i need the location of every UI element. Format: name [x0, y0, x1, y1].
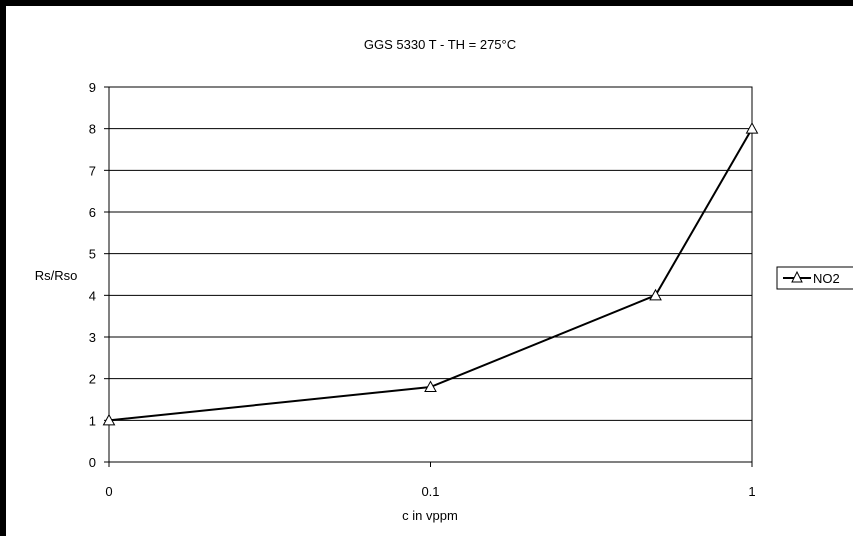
x-axis-label: c in vppm	[402, 508, 458, 523]
y-tick-label-3: 3	[89, 330, 96, 345]
y-tick-label-6: 6	[89, 205, 96, 220]
gridlines	[109, 129, 752, 421]
x-tick-label-1: 0.1	[421, 484, 439, 499]
series-line-no2	[109, 129, 752, 421]
y-axis: 0 1 2 3 4 5 6 7 8 9	[89, 80, 109, 470]
y-tick-label-8: 8	[89, 122, 96, 137]
y-axis-label: Rs/Rso	[35, 268, 78, 283]
x-tick-label-2: 1	[748, 484, 755, 499]
x-axis: 0 0.1 1	[105, 462, 755, 499]
y-tick-label-4: 4	[89, 288, 96, 303]
y-tick-label-9: 9	[89, 80, 96, 95]
y-tick-label-1: 1	[89, 413, 96, 428]
chart-title: GGS 5330 T - TH = 275°C	[364, 37, 516, 52]
y-tick-label-2: 2	[89, 372, 96, 387]
legend: NO2	[777, 267, 853, 289]
x-tick-label-0: 0	[105, 484, 112, 499]
legend-label-no2: NO2	[813, 271, 840, 286]
plot-area	[109, 87, 752, 462]
y-tick-label-7: 7	[89, 163, 96, 178]
y-tick-label-5: 5	[89, 247, 96, 262]
series-layer	[104, 123, 758, 425]
y-tick-label-0: 0	[89, 455, 96, 470]
